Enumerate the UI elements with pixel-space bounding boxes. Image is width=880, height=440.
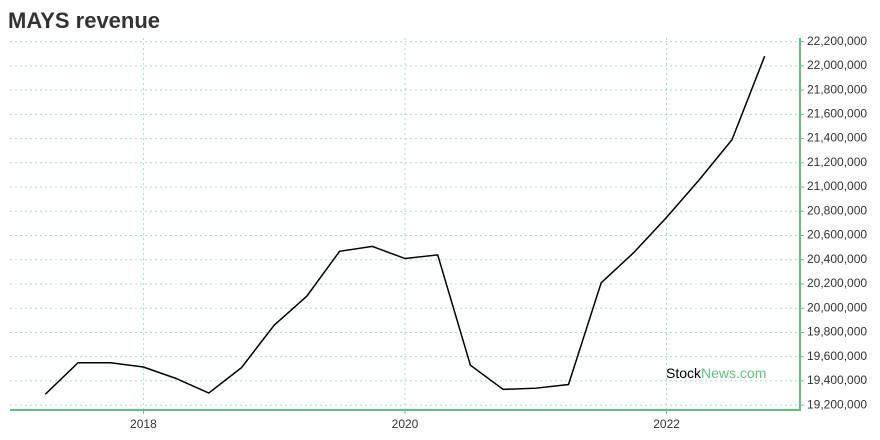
y-tick-label: 19,800,000 (807, 325, 867, 339)
y-tick-label: 21,600,000 (807, 107, 867, 121)
y-tick-label: 20,800,000 (807, 203, 867, 217)
y-tick-label: 20,400,000 (807, 252, 867, 266)
x-tick-label: 2018 (130, 417, 157, 431)
y-tick-label: 21,200,000 (807, 155, 867, 169)
y-tick-label: 20,200,000 (807, 276, 867, 290)
y-tick-label: 22,200,000 (807, 34, 867, 48)
watermark: StockNews.com (666, 365, 766, 381)
y-tick-label: 21,000,000 (807, 179, 867, 193)
y-tick-label: 21,400,000 (807, 131, 867, 145)
y-tick-label: 22,000,000 (807, 58, 867, 72)
y-tick-label: 19,400,000 (807, 373, 867, 387)
x-tick-label: 2020 (392, 417, 419, 431)
y-tick-label: 19,200,000 (807, 397, 867, 411)
y-tick-label: 19,600,000 (807, 349, 867, 363)
y-tick-label: 20,600,000 (807, 228, 867, 242)
y-tick-label: 20,000,000 (807, 300, 867, 314)
x-tick-label: 2022 (653, 417, 680, 431)
y-tick-label: 21,800,000 (807, 82, 867, 96)
chart-title: MAYS revenue (8, 8, 160, 33)
watermark-part: News.com (701, 365, 766, 381)
watermark-part: Stock (666, 365, 702, 381)
line (44, 55, 766, 395)
